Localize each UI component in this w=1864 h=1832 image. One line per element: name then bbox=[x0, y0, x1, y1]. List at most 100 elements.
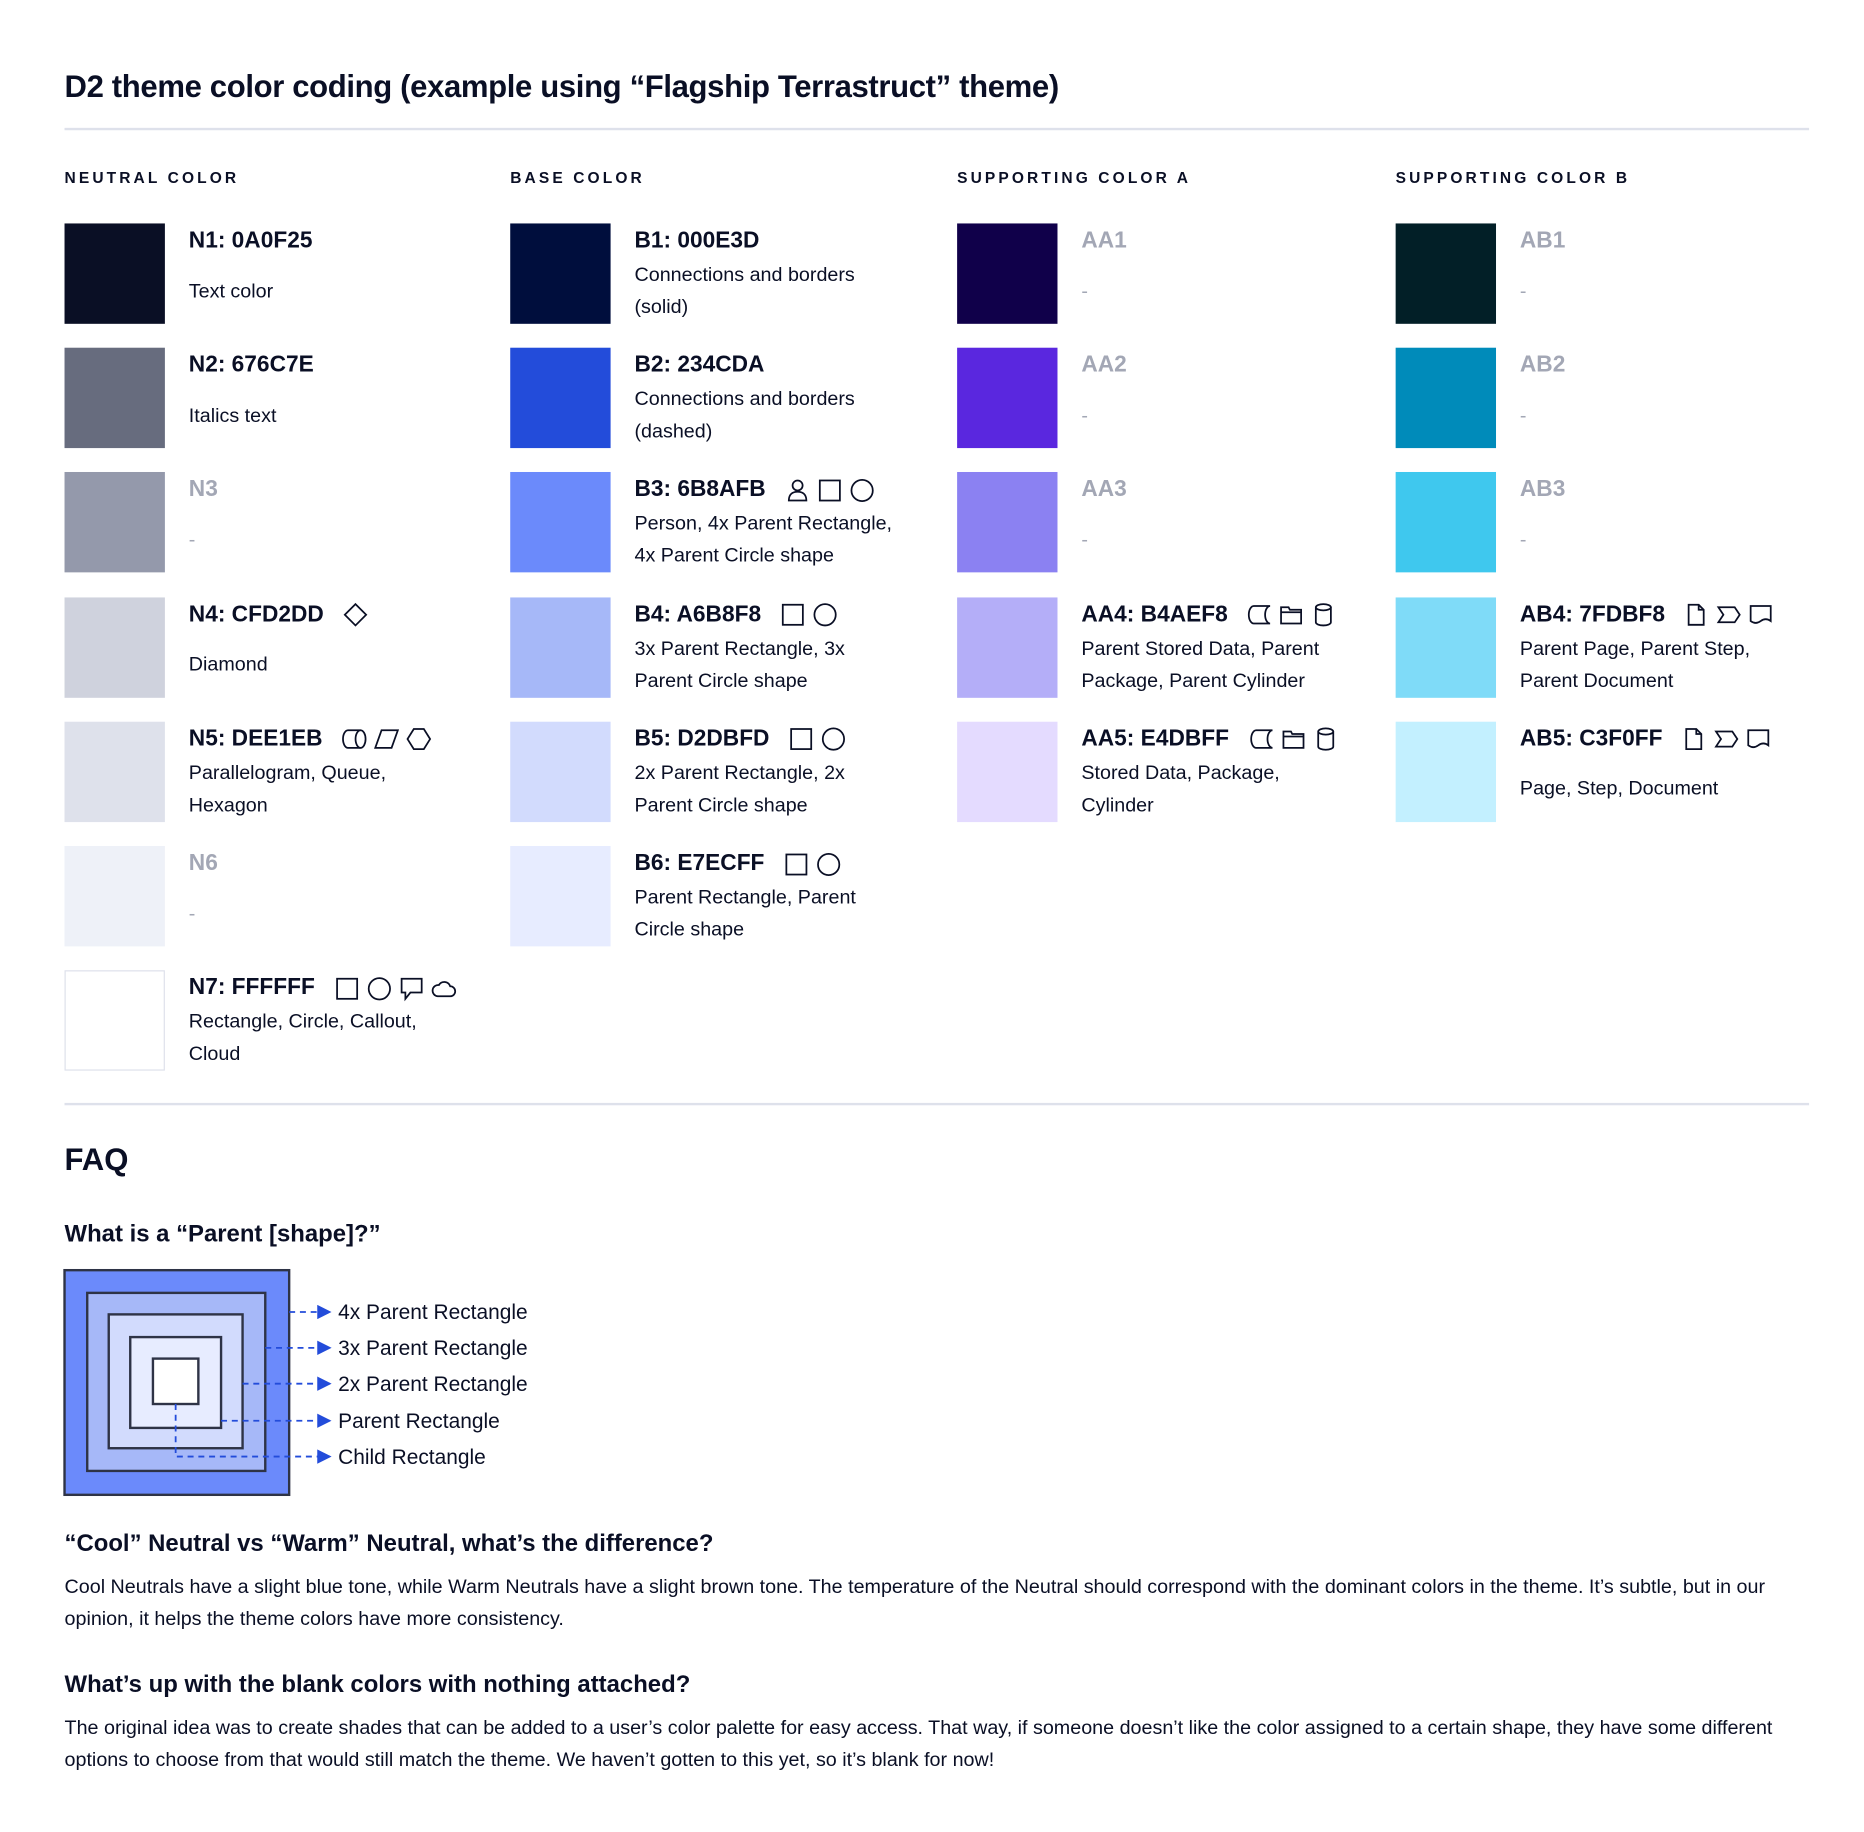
color-code: AB1 bbox=[1519, 228, 1566, 254]
color-usage: Parent Stored Data, Parent Package, Paren… bbox=[1081, 633, 1336, 698]
color-usage: Text color bbox=[189, 259, 313, 324]
color-swatch bbox=[957, 223, 1058, 324]
color-entry: AB3 - bbox=[1520, 472, 1565, 572]
color-entry: N5: DEE1EB Parallelogram, Queue, Hexagon bbox=[188, 721, 432, 821]
color-entry: B5: D2DBFD 2x Parent Rectangle, 2x Parent … bbox=[634, 721, 845, 821]
circle-icon bbox=[850, 478, 874, 502]
stored-data-icon bbox=[1249, 729, 1273, 750]
usage-line: Package, Parent Cylinder bbox=[1081, 669, 1305, 692]
color-swatch bbox=[957, 721, 1058, 822]
color-label: B3: 6B8AFB bbox=[634, 472, 892, 508]
usage-line: - bbox=[188, 529, 196, 551]
color-swatch bbox=[510, 596, 611, 698]
column-header: BASE COLOR bbox=[510, 168, 645, 187]
color-usage: - bbox=[189, 508, 218, 573]
color-entry: AA2 - bbox=[1081, 348, 1126, 448]
page-icon bbox=[1688, 603, 1706, 626]
color-code: AB5: C3F0FF bbox=[1519, 726, 1663, 752]
usage-line: - bbox=[1081, 280, 1088, 302]
color-usage: Stored Data, Package, Cylinder bbox=[1081, 757, 1337, 822]
document-icon bbox=[1750, 605, 1773, 624]
column-header: SUPPORTING COLOR B bbox=[1395, 168, 1631, 187]
usage-line: Text color bbox=[188, 280, 274, 302]
color-label: B2: 234CDA bbox=[634, 348, 854, 384]
color-usage: Rectangle, Circle, Callout, Cloud bbox=[189, 1006, 456, 1071]
color-usage: Parent Rectangle, Parent Circle shape bbox=[634, 882, 855, 947]
color-label: N6 bbox=[189, 846, 218, 882]
color-code: N6 bbox=[188, 850, 218, 876]
circle-icon bbox=[367, 976, 391, 1000]
color-code: B6: E7ECFF bbox=[634, 850, 765, 876]
column-header: SUPPORTING COLOR A bbox=[957, 168, 1192, 187]
color-label: AB5: C3F0FF bbox=[1520, 721, 1771, 757]
color-swatch bbox=[64, 596, 165, 698]
usage-line: Cloud bbox=[188, 1043, 241, 1065]
color-swatch bbox=[957, 596, 1058, 698]
color-code: N5: DEE1EB bbox=[188, 726, 323, 752]
color-entry: N1: 0A0F25 Text color bbox=[189, 223, 313, 323]
diagram-label: 3x Parent Rectangle bbox=[338, 1335, 528, 1360]
color-label: N5: DEE1EB bbox=[188, 721, 432, 757]
faq-answer-blank-colors: The original idea was to create shades t… bbox=[64, 1717, 1773, 1771]
usage-line: Connections and borders bbox=[634, 264, 855, 286]
shape-icons bbox=[342, 727, 432, 752]
shape-icons bbox=[789, 727, 846, 752]
color-entry: N3 - bbox=[189, 472, 218, 572]
color-usage: Parent Page, Parent Step, Parent Document bbox=[1520, 633, 1774, 698]
color-code: AA2 bbox=[1081, 352, 1127, 378]
usage-line: Italics text bbox=[188, 404, 277, 427]
usage-line: Parent Circle shape bbox=[634, 669, 808, 692]
rectangle-icon bbox=[818, 479, 841, 502]
color-entry: B4: A6B8F8 3x Parent Rectangle, 3x Parent … bbox=[634, 597, 844, 697]
color-swatch bbox=[510, 721, 611, 822]
shape-icons bbox=[343, 602, 368, 627]
color-usage: - bbox=[1081, 259, 1126, 324]
divider bbox=[64, 127, 1810, 131]
circle-icon bbox=[821, 727, 845, 751]
package-icon bbox=[1281, 730, 1304, 750]
color-entry: N7: FFFFFF Rectangle, Circle, Callout, Clo… bbox=[189, 970, 456, 1070]
color-label: AA1 bbox=[1081, 223, 1126, 259]
color-swatch bbox=[64, 845, 165, 947]
color-swatch bbox=[957, 472, 1058, 573]
color-label: N4: CFD2DD bbox=[189, 597, 368, 633]
usage-line: Page, Step, Document bbox=[1519, 778, 1719, 800]
color-swatch bbox=[64, 472, 165, 573]
color-entry: AB2 - bbox=[1520, 348, 1565, 448]
diagram-label: Child Rectangle bbox=[338, 1444, 486, 1469]
cloud-icon bbox=[431, 980, 456, 997]
color-swatch bbox=[510, 845, 611, 947]
usage-line: Stored Data, Package, bbox=[1081, 762, 1280, 784]
package-icon bbox=[1280, 606, 1303, 625]
color-entry: N4: CFD2DD Diamond bbox=[189, 597, 368, 697]
column-header: NEUTRAL COLOR bbox=[64, 168, 240, 187]
rectangle-icon bbox=[790, 728, 813, 751]
color-label: AB1 bbox=[1520, 223, 1565, 259]
color-swatch bbox=[957, 347, 1058, 449]
step-icon bbox=[1714, 730, 1739, 748]
color-swatch bbox=[1395, 347, 1497, 449]
shape-icons bbox=[334, 976, 456, 1001]
color-usage: - bbox=[1520, 259, 1565, 324]
cylinder-icon bbox=[1315, 603, 1333, 627]
color-code: N7: FFFFFF bbox=[188, 975, 315, 1001]
faq-heading: FAQ bbox=[64, 1141, 129, 1177]
color-label: B1: 000E3D bbox=[634, 223, 854, 259]
usage-line: 4x Parent Circle shape bbox=[634, 545, 834, 567]
shape-icons bbox=[1682, 727, 1772, 752]
color-swatch bbox=[1395, 596, 1497, 698]
color-entry: N6 - bbox=[189, 846, 218, 946]
color-code: AB2 bbox=[1519, 352, 1566, 378]
page-icon bbox=[1685, 728, 1703, 751]
color-label: AA2 bbox=[1081, 348, 1126, 384]
usage-line: Parent Page, Parent Step, bbox=[1519, 637, 1751, 660]
parallelogram-icon bbox=[373, 729, 399, 750]
dashed-arrow bbox=[174, 1404, 332, 1464]
color-label: AA4: B4AEF8 bbox=[1081, 597, 1336, 633]
color-swatch bbox=[1395, 223, 1497, 324]
color-usage: Person, 4x Parent Rectangle, 4x Parent Ci… bbox=[634, 508, 892, 573]
shape-icons bbox=[1684, 602, 1774, 627]
faq-answer-cool-warm: Cool Neutrals have a slight blue tone, w… bbox=[64, 1576, 1766, 1630]
color-usage: Italics text bbox=[189, 384, 314, 449]
color-entry: AA3 - bbox=[1081, 472, 1126, 572]
